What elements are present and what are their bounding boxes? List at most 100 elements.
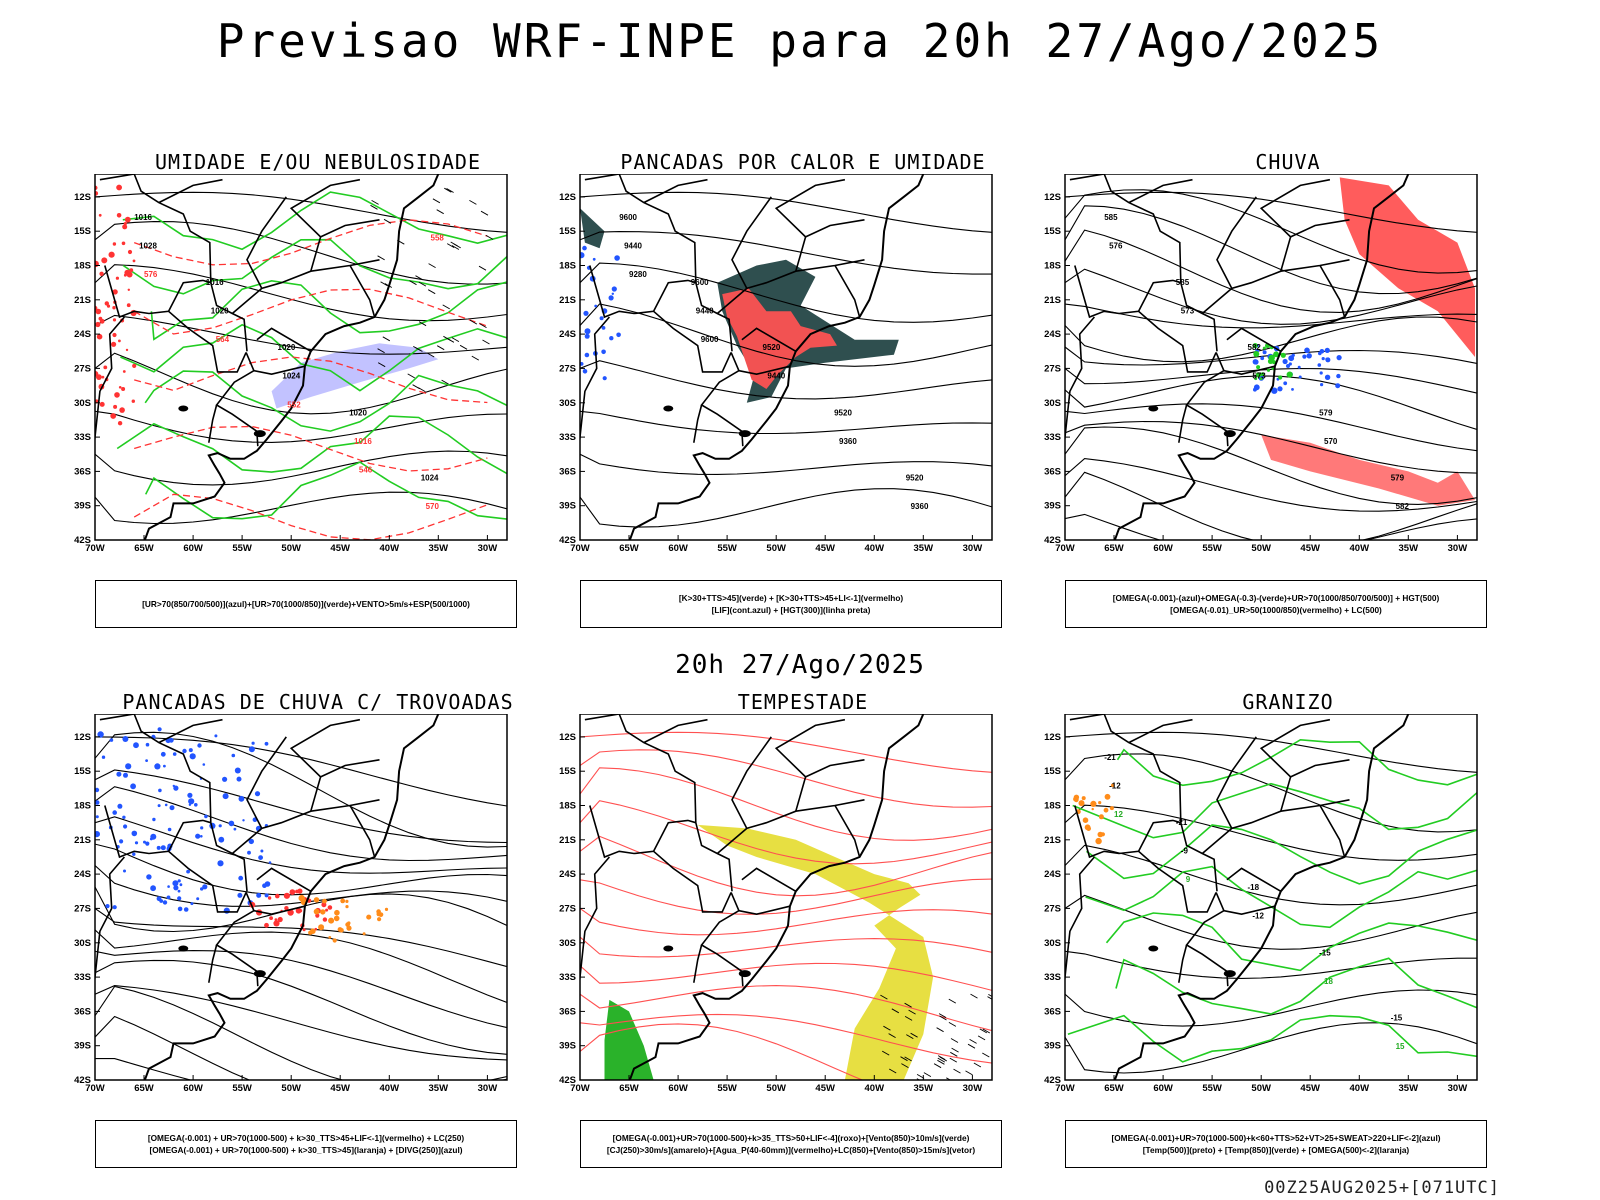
field-dot bbox=[1324, 347, 1330, 353]
wind-vector bbox=[451, 337, 460, 342]
field-dot bbox=[97, 731, 104, 738]
field-dot bbox=[1266, 368, 1271, 372]
field-dot bbox=[1336, 355, 1342, 361]
contour-label: 576 bbox=[1109, 241, 1123, 250]
country-border bbox=[320, 759, 380, 778]
field-dot bbox=[1260, 372, 1265, 377]
lon-tick-label: 55W bbox=[717, 543, 737, 554]
field-dot bbox=[123, 772, 128, 778]
isoline bbox=[1065, 268, 1477, 325]
wind-vector bbox=[444, 187, 452, 193]
field-dot bbox=[1095, 837, 1102, 845]
field-dot bbox=[200, 835, 203, 838]
wind-vector bbox=[446, 188, 454, 193]
country-border bbox=[256, 867, 312, 892]
field-dot bbox=[158, 788, 162, 793]
field-dot bbox=[1320, 383, 1324, 387]
contour-label: 1016 bbox=[354, 437, 372, 446]
field-dot bbox=[1084, 824, 1091, 831]
lat-tick-label: 33S bbox=[1044, 972, 1061, 983]
field-dot bbox=[608, 295, 614, 301]
field-dot bbox=[264, 922, 269, 928]
field-dot bbox=[339, 928, 344, 933]
wind-vector bbox=[969, 1039, 977, 1044]
lake-mark bbox=[663, 405, 674, 412]
country-border bbox=[253, 365, 306, 376]
red-dashed-contour bbox=[133, 219, 488, 266]
country-border bbox=[589, 805, 697, 859]
field-dot bbox=[116, 213, 122, 218]
country-border bbox=[1065, 856, 1096, 985]
country-border bbox=[584, 714, 733, 892]
field-dot bbox=[1278, 375, 1283, 380]
field-dot bbox=[126, 303, 131, 308]
wind-vector bbox=[888, 1068, 897, 1074]
field-dot bbox=[195, 833, 201, 839]
wind-vector bbox=[923, 1072, 932, 1077]
lon-tick-label: 35W bbox=[429, 1083, 449, 1094]
lat-tick-label: 18S bbox=[1044, 801, 1061, 812]
wind-vector bbox=[937, 1059, 945, 1065]
field-dot bbox=[320, 909, 326, 915]
field-dot bbox=[117, 803, 123, 809]
wind-vector bbox=[479, 323, 487, 328]
country-border bbox=[1259, 718, 1331, 812]
field-dot bbox=[150, 885, 156, 892]
country-border bbox=[104, 265, 212, 319]
wind-vector bbox=[939, 1056, 948, 1062]
field-dot bbox=[328, 917, 335, 924]
isoline bbox=[1065, 731, 1477, 773]
wind-vector bbox=[904, 1056, 912, 1062]
country-border bbox=[1290, 219, 1350, 238]
field-dot bbox=[611, 292, 614, 295]
streamline bbox=[95, 1058, 193, 1080]
field-dot bbox=[182, 748, 187, 754]
field-dot bbox=[1268, 354, 1275, 362]
field-dot bbox=[584, 328, 591, 335]
field-dot bbox=[583, 310, 589, 316]
contour-label: -21 bbox=[1104, 753, 1116, 762]
field-dot bbox=[384, 907, 389, 911]
wind-vector bbox=[950, 1038, 959, 1043]
country-border bbox=[231, 259, 380, 315]
field-dot bbox=[318, 924, 325, 931]
wind-vector bbox=[380, 281, 388, 287]
isoline bbox=[1065, 191, 1477, 233]
country-border bbox=[168, 310, 247, 373]
lat-tick-label: 18S bbox=[559, 261, 576, 272]
field-dot bbox=[237, 892, 243, 898]
wind-vector bbox=[413, 346, 421, 351]
field-dot bbox=[582, 369, 588, 374]
wind-vector bbox=[977, 1035, 986, 1041]
field-dot bbox=[345, 922, 350, 927]
country-border bbox=[580, 316, 611, 445]
east-coastline bbox=[628, 174, 925, 540]
lat-tick-label: 15S bbox=[559, 226, 576, 237]
lake-mark bbox=[1223, 970, 1236, 978]
field-dot bbox=[145, 742, 150, 747]
wind-vector bbox=[973, 1062, 982, 1068]
field-dot bbox=[95, 787, 100, 793]
country-border bbox=[99, 174, 248, 352]
streamline bbox=[580, 985, 992, 1032]
streamline bbox=[580, 936, 992, 958]
shaded-area bbox=[697, 824, 934, 1080]
country-border bbox=[643, 178, 708, 204]
contour-label: 1016 bbox=[206, 278, 224, 287]
field-dot bbox=[98, 213, 102, 217]
lon-tick-label: 45W bbox=[1300, 1083, 1320, 1094]
field-dot bbox=[1262, 350, 1267, 355]
field-dot bbox=[242, 819, 245, 822]
field-dot bbox=[95, 191, 99, 196]
field-dot bbox=[145, 841, 150, 846]
country-border bbox=[738, 365, 791, 376]
country-border bbox=[741, 327, 797, 352]
country-border bbox=[1069, 714, 1218, 892]
lon-tick-label: 55W bbox=[1202, 543, 1222, 554]
field-dot bbox=[217, 860, 224, 867]
map-chuva: 585 585 582 579 579 576 573 573 570 582 12S 15S 18S 2… bbox=[1044, 174, 1478, 554]
field-dot bbox=[187, 792, 193, 798]
field-dot bbox=[322, 917, 328, 922]
field-dot bbox=[160, 751, 166, 757]
